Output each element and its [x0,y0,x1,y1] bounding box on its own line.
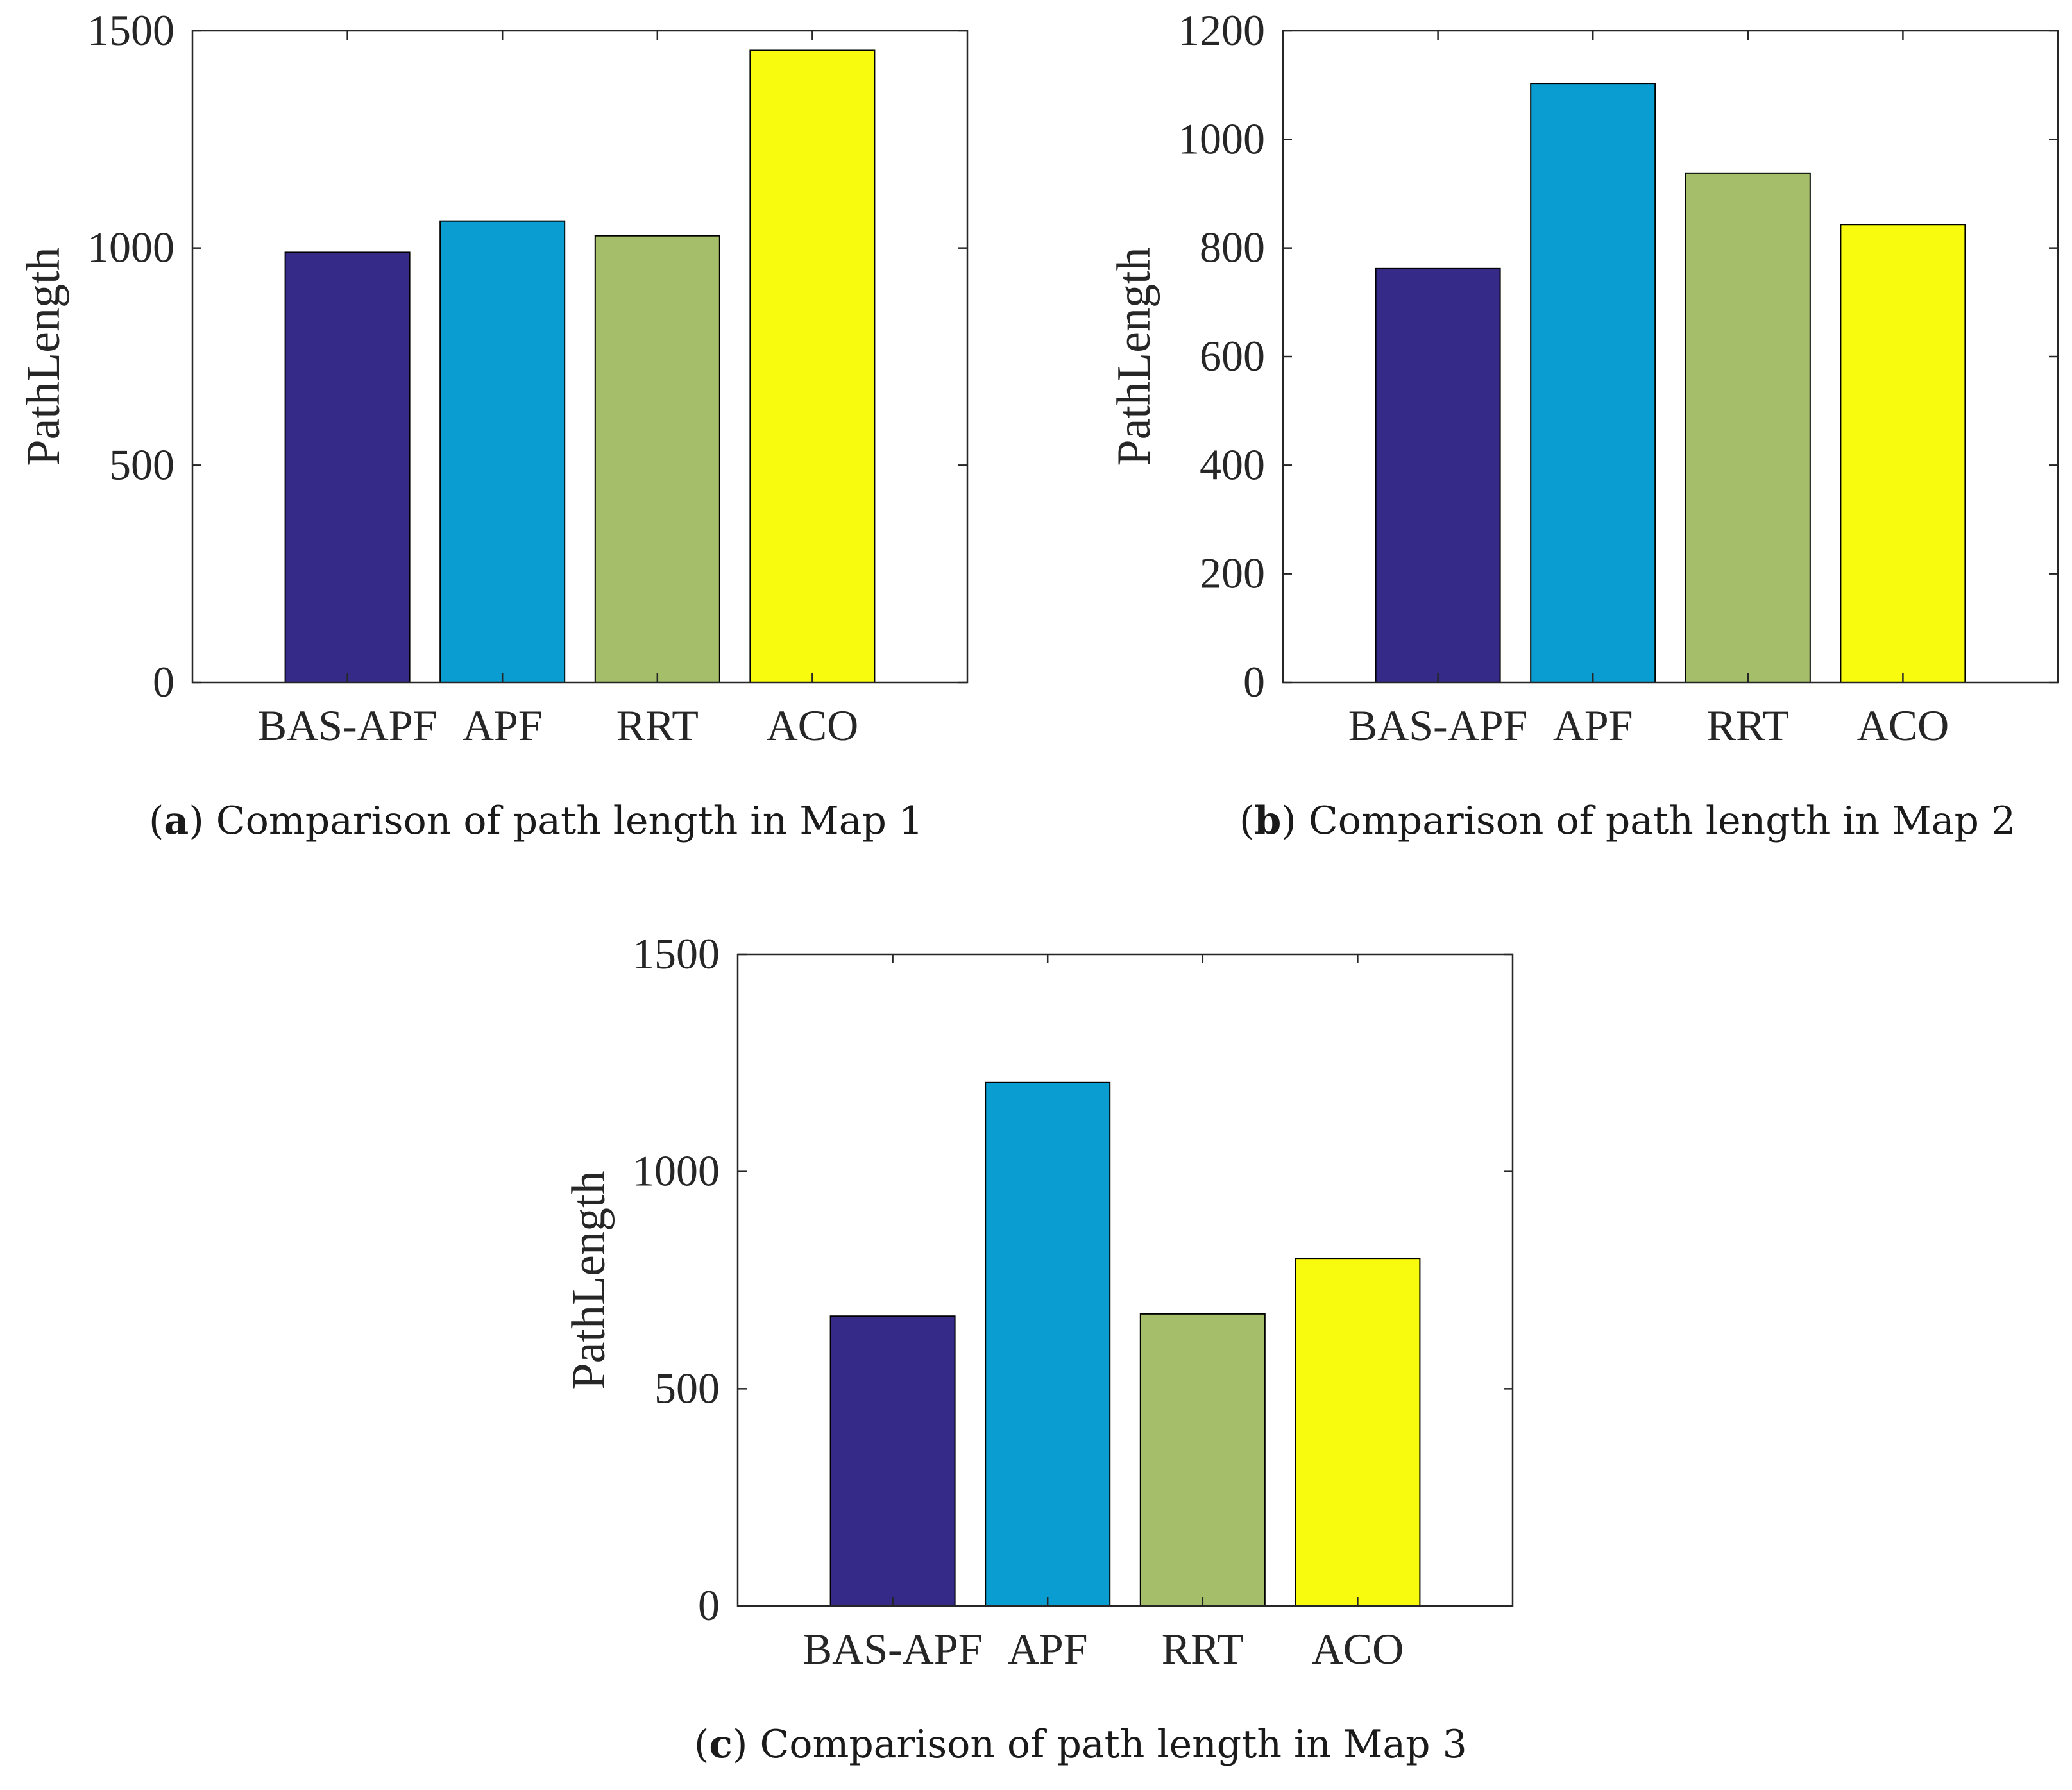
bar-bas-apf [829,1315,956,1607]
bar-apf [985,1081,1111,1607]
caption-text: Comparison of path length in Map 3 [760,1722,1467,1767]
figure-panel-a: 0 500 1000 1500 BAS-APF APF RRT ACO PathLength (… [0,0,1026,879]
bar-chart-map-3: 0 500 1000 1500 BAS-APF APF RRT ACO PathLength [563,929,1514,1673]
bar-aco [749,49,876,684]
caption-c: (c) Comparison of path length in Map 3 [694,1722,1467,1767]
caption-text: Comparison of path length in Map 2 [1308,798,2016,843]
x-tick-label-aco: ACO [1312,1625,1404,1673]
y-tick-label: 1000 [87,223,174,272]
x-tick-label-bas-apf: BAS-APF [258,701,437,750]
caption-a: (a) Comparison of path length in Map 1 [149,798,924,843]
bar-rrt [1685,172,1811,683]
y-axis-label: PathLength [17,247,70,466]
x-tick-label-apf: APF [463,701,543,750]
x-tick-label-apf: APF [1553,701,1633,750]
x-tick-label-bas-apf: BAS-APF [1348,701,1528,750]
y-tick-label: 400 [1200,440,1265,489]
x-tick-label-bas-apf: BAS-APF [803,1625,983,1673]
caption-tag: a [164,798,189,843]
y-tick-label: 1000 [633,1147,720,1195]
y-tick-label: 800 [1200,223,1265,272]
y-tick-label: 0 [698,1581,720,1630]
y-tick-label: 500 [109,440,174,489]
y-axis-label: PathLength [563,1170,615,1389]
figure-panel-b: 0 200 400 600 800 1000 1200 BAS-APF APF RRT ACO Pat… [1091,0,2072,879]
y-tick-label: 1500 [87,6,174,55]
caption-tag: b [1254,798,1282,843]
x-tick-label-aco: ACO [1857,701,1949,750]
y-tick-label: 200 [1200,549,1265,598]
y-tick-label: 600 [1200,332,1265,380]
plot-area-frame [736,953,1514,1607]
y-tick-label: 1500 [633,929,720,978]
y-axis-label: PathLength [1108,247,1160,466]
bar-apf [1530,83,1656,684]
bar-rrt [594,235,720,683]
x-tick-label-apf: APF [1008,1625,1088,1673]
caption-text: Comparison of path length in Map 1 [216,798,924,843]
bar-chart-map-1: 0 500 1000 1500 BAS-APF APF RRT ACO PathLength [17,6,969,750]
y-tick-label: 1000 [1178,114,1265,163]
x-tick-label-aco: ACO [767,701,859,750]
bar-aco [1295,1258,1421,1607]
bar-chart-map-2: 0 200 400 600 800 1000 1200 BAS-APF APF RRT ACO Pat… [1108,6,2059,750]
y-tick-label: 1200 [1178,6,1265,55]
x-tick-label-rrt: RRT [1162,1625,1244,1673]
bar-rrt [1139,1313,1266,1607]
x-tick-label-rrt: RRT [616,701,699,750]
bar-bas-apf [284,251,411,683]
figure-panel-c: 0 500 1000 1500 BAS-APF APF RRT ACO PathLength (… [545,924,1572,1790]
bar-bas-apf [1375,267,1501,683]
plot-area-frame [191,30,969,684]
caption-tag: c [709,1722,733,1767]
y-tick-label: 0 [153,657,174,706]
bar-aco [1840,224,1966,683]
caption-b: (b) Comparison of path length in Map 2 [1239,798,2016,843]
y-tick-label: 500 [654,1364,720,1412]
y-tick-label: 0 [1243,657,1265,706]
x-tick-label-rrt: RRT [1707,701,1789,750]
bar-apf [439,220,566,683]
